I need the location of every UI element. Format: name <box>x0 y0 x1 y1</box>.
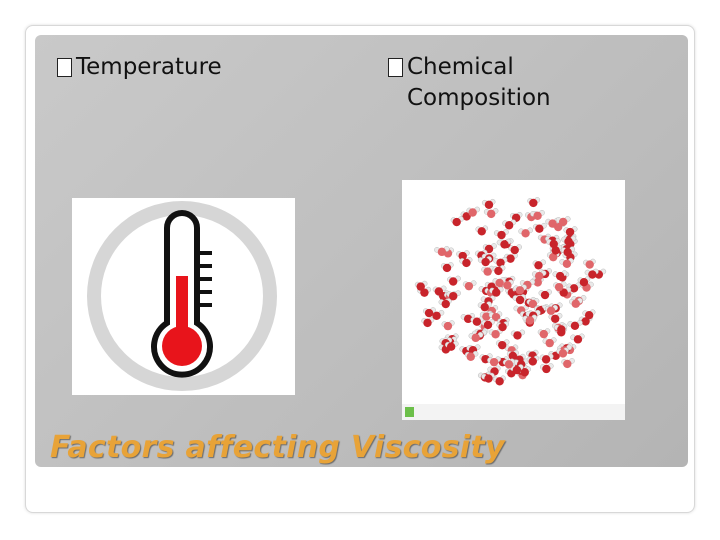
footer-logo <box>405 407 414 417</box>
bullet-item: Chemical Composition <box>388 52 588 114</box>
bullet-item: Temperature <box>57 52 222 83</box>
thermometer-image <box>72 198 295 395</box>
bulb <box>162 326 202 366</box>
slide-title: Factors affecting Viscosity <box>50 430 505 465</box>
scale-ticks <box>200 251 212 307</box>
molecules-image <box>402 180 625 420</box>
mercury <box>176 276 188 336</box>
bullet-text: Temperature <box>76 54 222 80</box>
molecule-cloud <box>414 197 607 386</box>
bullet-glyph <box>57 58 72 77</box>
ring <box>87 201 277 391</box>
bullet-glyph <box>388 58 403 77</box>
image-footer <box>402 404 625 420</box>
bullet-text: Chemical Composition <box>407 54 551 111</box>
